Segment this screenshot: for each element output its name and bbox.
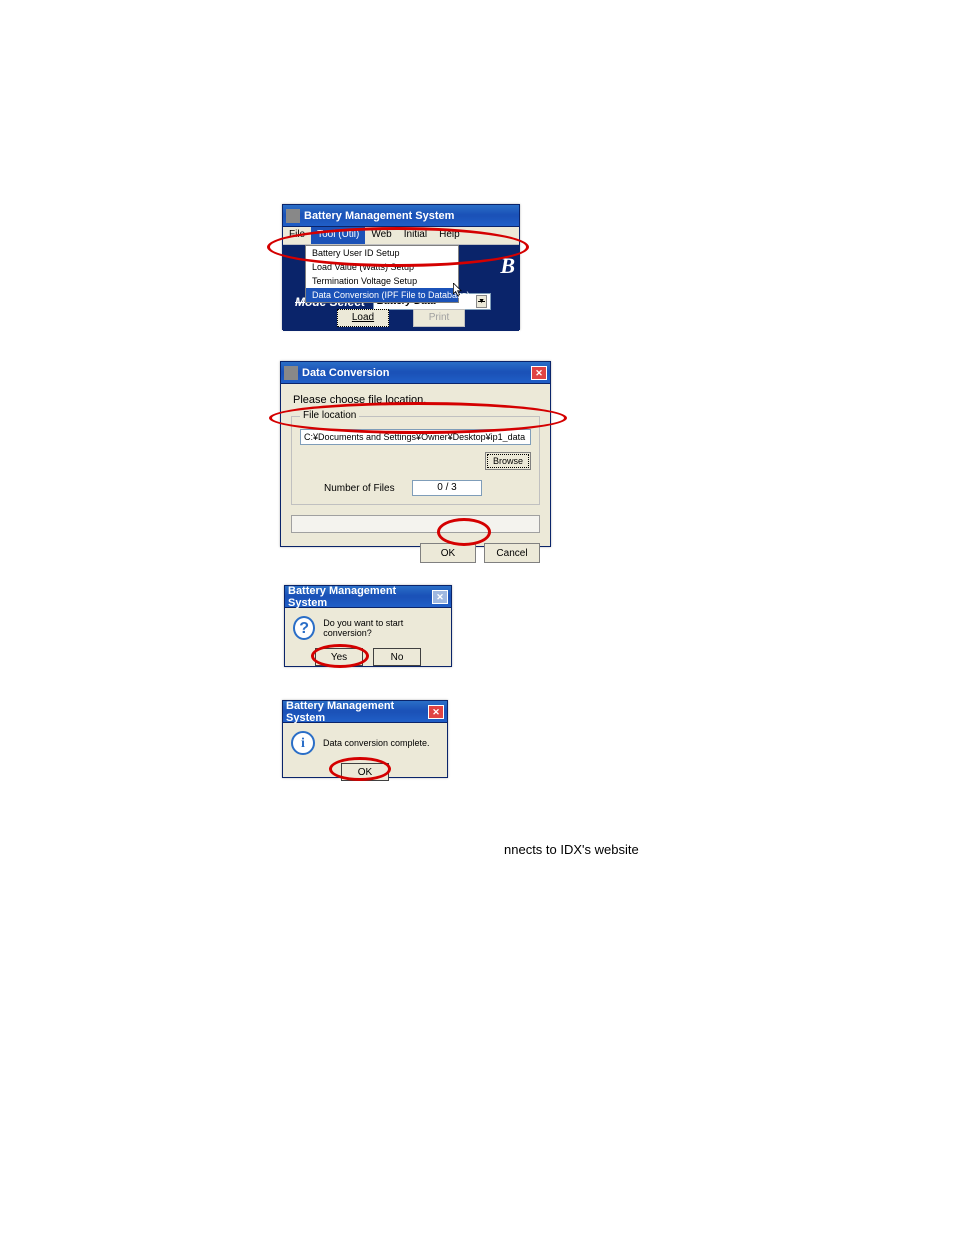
menubar: File Tool (Util) Web Initial Help [283, 227, 519, 245]
dd-load-value-setup[interactable]: Load Value (Watts) Setup [306, 260, 458, 274]
instruction-text: Please choose file location. [293, 394, 540, 406]
close-icon[interactable]: ✕ [428, 705, 444, 719]
menu-help[interactable]: Help [433, 227, 466, 244]
info-icon: i [291, 731, 315, 755]
dialog-body: ? Do you want to start conversion? Yes N… [285, 608, 451, 674]
num-files-row: Number of Files 0 / 3 [300, 480, 531, 496]
cursor-icon [453, 283, 463, 297]
close-icon[interactable]: ✕ [531, 366, 547, 380]
dd-term-voltage-setup[interactable]: Termination Voltage Setup [306, 274, 458, 288]
question-icon: ? [293, 616, 315, 640]
app-icon [284, 366, 298, 380]
titlebar: Data Conversion ✕ [281, 362, 550, 384]
app-icon [286, 209, 300, 223]
confirm-dialog: Battery Management System ✕ ? Do you wan… [284, 585, 452, 667]
titlebar: Battery Management System ✕ [285, 586, 451, 608]
num-files-value: 0 / 3 [412, 480, 482, 496]
menu-tool[interactable]: Tool (Util) [311, 227, 365, 244]
ok-button[interactable]: OK [341, 763, 389, 781]
group-label: File location [300, 410, 359, 421]
button-row: Load Print [283, 309, 519, 327]
load-button[interactable]: Load [337, 309, 389, 327]
window-title: Battery Management System [304, 210, 516, 222]
close-icon[interactable]: ✕ [432, 590, 448, 604]
data-conversion-dialog: Data Conversion ✕ Please choose file loc… [280, 361, 551, 547]
browse-button[interactable]: Browse [485, 452, 531, 470]
window-title: Data Conversion [302, 367, 531, 379]
button-row: Yes No [293, 648, 443, 666]
window-title: Battery Management System [288, 585, 432, 609]
yes-button[interactable]: Yes [315, 648, 363, 666]
message-text: Data conversion complete. [323, 738, 430, 748]
menu-web[interactable]: Web [365, 227, 397, 244]
complete-dialog: Battery Management System ✕ i Data conve… [282, 700, 448, 778]
message-text: Do you want to start conversion? [323, 618, 443, 638]
logo-letter: B [500, 253, 515, 279]
file-path-input[interactable] [300, 429, 531, 445]
button-row: OK [291, 763, 439, 781]
titlebar: Battery Management System ✕ [283, 701, 447, 723]
client-area: Battery User ID Setup Load Value (Watts)… [283, 245, 519, 331]
print-button: Print [413, 309, 465, 327]
titlebar: Battery Management System [283, 205, 519, 227]
stray-text: nnects to IDX's website [504, 842, 639, 857]
chevron-down-icon: ▼ [476, 295, 487, 308]
progress-bar [291, 515, 540, 533]
message-row: i Data conversion complete. [291, 731, 439, 755]
main-window: Battery Management System File Tool (Uti… [282, 204, 520, 330]
dd-data-conversion[interactable]: Data Conversion (IPF File to Database) [306, 288, 458, 302]
dialog-body: i Data conversion complete. OK [283, 723, 447, 789]
file-location-group: File location Browse Number of Files 0 /… [291, 416, 540, 505]
tool-dropdown: Battery User ID Setup Load Value (Watts)… [305, 245, 459, 303]
dd-user-id-setup[interactable]: Battery User ID Setup [306, 246, 458, 260]
no-button[interactable]: No [373, 648, 421, 666]
menu-file[interactable]: File [283, 227, 311, 244]
message-row: ? Do you want to start conversion? [293, 616, 443, 640]
ok-button[interactable]: OK [420, 543, 476, 563]
menu-initial[interactable]: Initial [398, 227, 433, 244]
dialog-body: Please choose file location. File locati… [281, 384, 550, 571]
cancel-button[interactable]: Cancel [484, 543, 540, 563]
num-files-label: Number of Files [324, 483, 412, 494]
window-title: Battery Management System [286, 700, 428, 724]
action-row: OK Cancel [291, 543, 540, 563]
